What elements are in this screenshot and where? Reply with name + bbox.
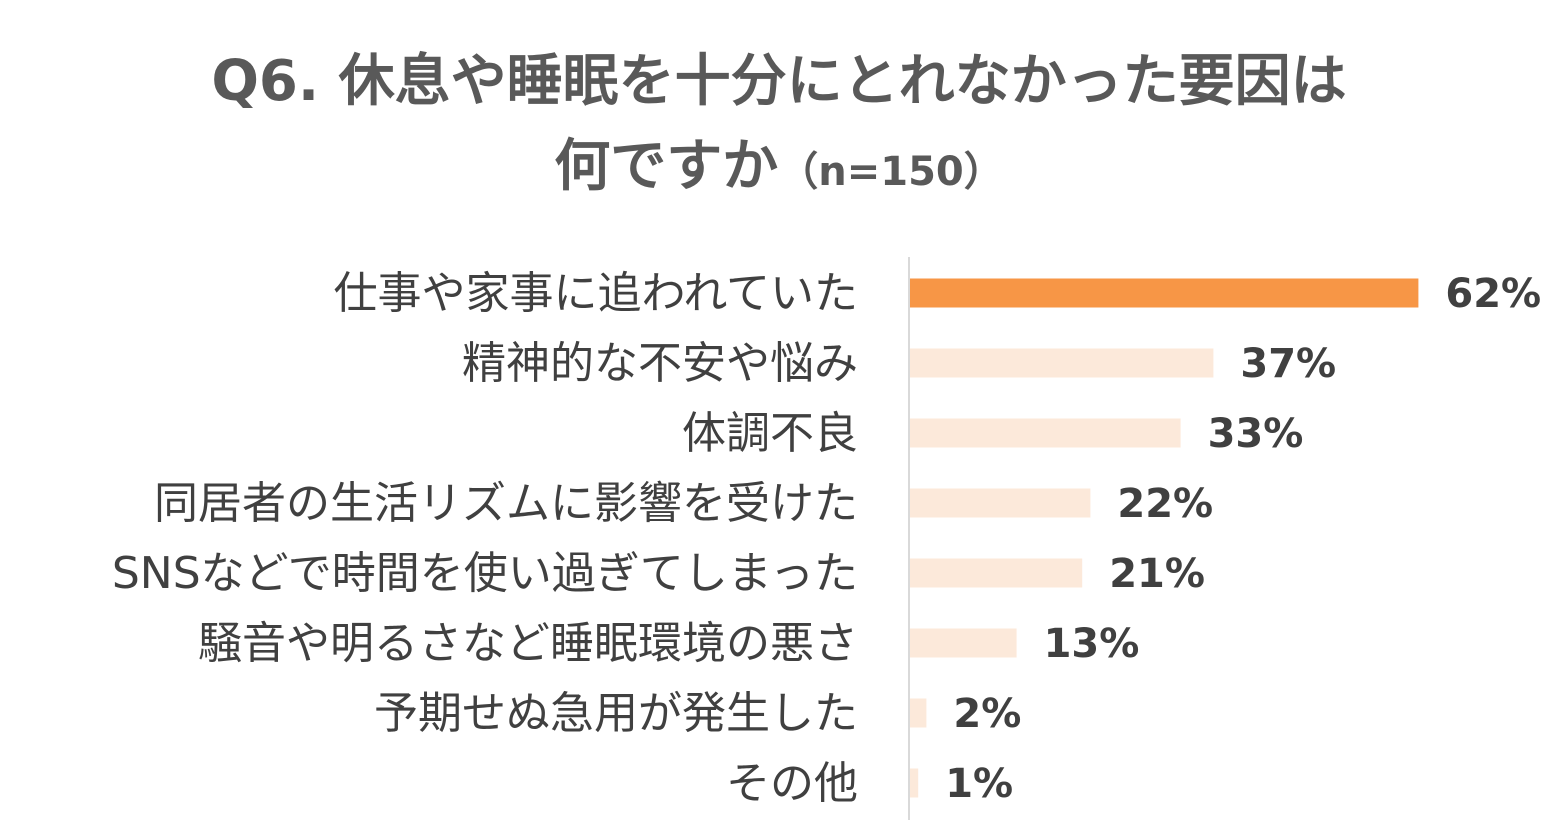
category-labels-group: 仕事や家事に追われていた精神的な不安や悩み体調不良同居者の生活リズムに影響を受け… [112, 268, 858, 809]
category-label-8: その他 [726, 758, 858, 809]
bar-7 [910, 698, 927, 728]
bar-5 [910, 558, 1083, 588]
value-label-2: 37% [1240, 341, 1336, 387]
bar-8 [910, 768, 919, 798]
category-label-1: 仕事や家事に追われていた [334, 268, 858, 319]
category-label-3: 体調不良 [682, 408, 858, 459]
bar-1 [910, 278, 1419, 308]
value-label-5: 21% [1109, 551, 1205, 597]
value-label-4: 22% [1117, 481, 1213, 527]
bar-3 [910, 418, 1181, 448]
value-label-3: 33% [1208, 411, 1304, 457]
chart-title-line1: Q6. 休息や睡眠を十分にとれなかった要因は [211, 49, 1346, 114]
value-labels-group: 62% 37% 33% 22% 21% 13% 2% 1% [945, 271, 1541, 807]
value-label-8: 1% [945, 761, 1013, 807]
bar-2 [910, 348, 1214, 378]
bars-group [910, 278, 1419, 798]
chart-title-sample-size: （n=150） [778, 149, 1004, 195]
category-label-7: 予期せぬ急用が発生した [374, 688, 858, 739]
category-label-2: 精神的な不安や悩み [462, 338, 858, 389]
category-label-6: 騒音や明るさなど睡眠環境の悪さ [198, 618, 858, 669]
bar-4 [910, 488, 1091, 518]
value-label-1: 62% [1445, 271, 1541, 317]
chart-title-line2-text: 何ですか [554, 134, 778, 199]
value-label-7: 2% [953, 691, 1021, 737]
bar-6 [910, 628, 1017, 658]
value-label-6: 13% [1044, 621, 1140, 667]
category-label-4: 同居者の生活リズムに影響を受けた [154, 478, 858, 529]
category-label-5: SNSなどで時間を使い過ぎてしまった [112, 548, 858, 599]
chart-title-line2: 何ですか（n=150） [554, 134, 1004, 199]
